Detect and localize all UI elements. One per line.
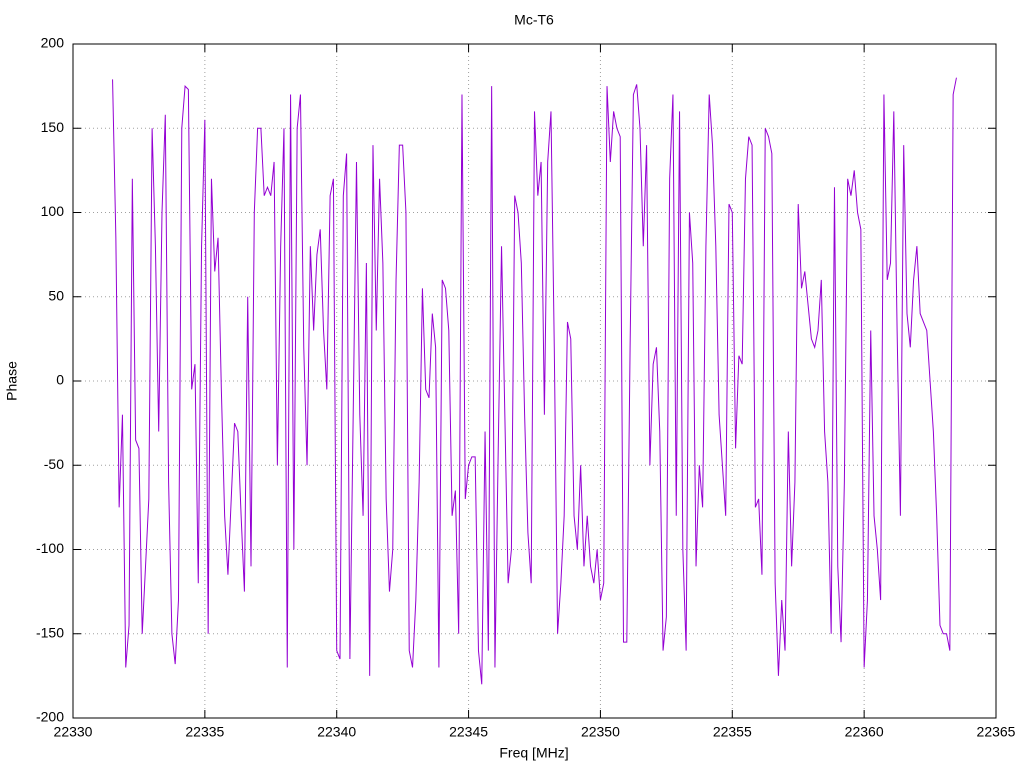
x-tick-label: 22365 — [977, 724, 1016, 740]
y-tick-label: 50 — [48, 287, 64, 303]
y-tick-label: -50 — [44, 456, 64, 472]
x-tick-label: 22355 — [713, 724, 752, 740]
chart-title: Mc-T6 — [514, 12, 554, 28]
x-tick-label: 22350 — [581, 724, 620, 740]
x-tick-label: 22335 — [185, 724, 224, 740]
x-tick-label: 22340 — [317, 724, 356, 740]
x-tick-label: 22360 — [845, 724, 884, 740]
y-tick-label: 150 — [41, 119, 65, 135]
data-line — [112, 77, 957, 685]
y-tick-label: 0 — [56, 372, 64, 388]
y-tick-label: -200 — [36, 709, 64, 725]
y-tick-label: 200 — [41, 35, 65, 51]
y-axis-label: Phase — [4, 361, 20, 401]
x-tick-label: 22330 — [54, 724, 93, 740]
y-tick-label: -150 — [36, 624, 64, 640]
y-tick-label: 100 — [41, 203, 65, 219]
plot-border — [72, 43, 997, 719]
x-axis-label: Freq [MHz] — [499, 745, 568, 761]
x-tick-label: 22345 — [449, 724, 488, 740]
y-tick-label: -100 — [36, 540, 64, 556]
